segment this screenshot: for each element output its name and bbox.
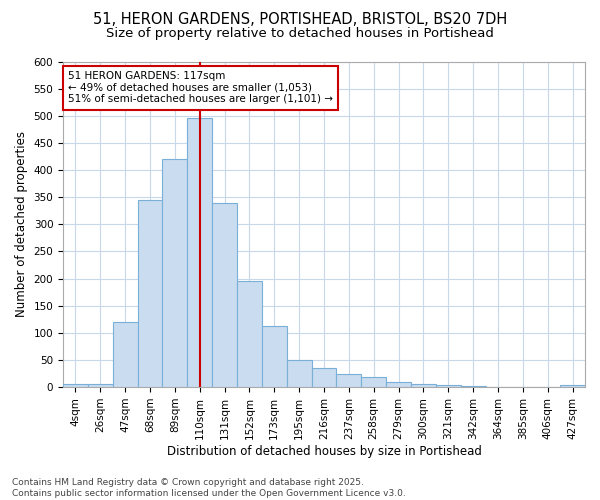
Bar — [287, 360, 311, 387]
Bar — [63, 384, 88, 387]
Text: 51, HERON GARDENS, PORTISHEAD, BRISTOL, BS20 7DH: 51, HERON GARDENS, PORTISHEAD, BRISTOL, … — [93, 12, 507, 28]
Bar — [386, 382, 411, 387]
Bar — [212, 202, 237, 387]
Bar — [187, 118, 212, 387]
Text: Size of property relative to detached houses in Portishead: Size of property relative to detached ho… — [106, 28, 494, 40]
X-axis label: Distribution of detached houses by size in Portishead: Distribution of detached houses by size … — [167, 444, 481, 458]
Bar — [262, 326, 287, 387]
Bar — [337, 374, 361, 387]
Bar — [113, 322, 137, 387]
Bar — [485, 386, 511, 387]
Bar — [361, 378, 386, 387]
Bar — [461, 386, 485, 387]
Text: Contains HM Land Registry data © Crown copyright and database right 2025.
Contai: Contains HM Land Registry data © Crown c… — [12, 478, 406, 498]
Bar — [436, 386, 461, 387]
Bar — [137, 200, 163, 387]
Bar — [535, 386, 560, 387]
Bar — [88, 384, 113, 387]
Bar — [237, 282, 262, 387]
Bar — [163, 159, 187, 387]
Bar — [311, 368, 337, 387]
Bar — [511, 386, 535, 387]
Y-axis label: Number of detached properties: Number of detached properties — [15, 132, 28, 318]
Bar — [411, 384, 436, 387]
Text: 51 HERON GARDENS: 117sqm
← 49% of detached houses are smaller (1,053)
51% of sem: 51 HERON GARDENS: 117sqm ← 49% of detach… — [68, 72, 333, 104]
Bar — [560, 385, 585, 387]
